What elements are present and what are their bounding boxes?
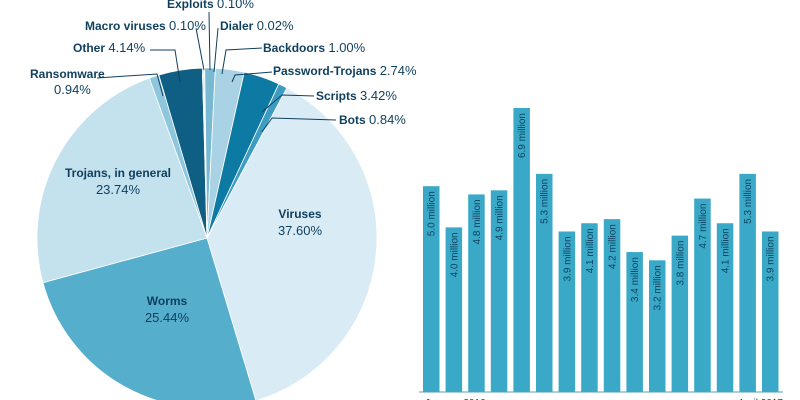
bar-month-8 xyxy=(581,223,598,392)
bar-month-9 xyxy=(603,219,621,392)
bar-month-5 xyxy=(513,108,530,392)
bar-month-2 xyxy=(445,227,463,392)
pie-label-viruses: Viruses xyxy=(278,207,321,221)
pie-label-name-bots: Bots xyxy=(339,113,369,127)
bar-value-label-3: 4.8 million xyxy=(472,199,483,244)
pie-slice-trojans-in-general xyxy=(36,77,208,284)
leader-line-other xyxy=(150,49,181,83)
pie-value-worms: 25.44% xyxy=(145,310,190,325)
bar-value-label-10: 3.4 million xyxy=(630,257,641,302)
pie-slice-bots xyxy=(206,83,288,239)
bar-value-label-7: 3.9 million xyxy=(562,236,573,281)
bar-month-3 xyxy=(468,194,485,392)
pie-value-other: 4.14% xyxy=(108,40,145,55)
pie-label-name-backdoors: Backdoors xyxy=(263,41,328,55)
pie-label-name-scripts: Scripts xyxy=(316,89,360,103)
bar-value-label-12: 3.8 million xyxy=(675,241,686,286)
bar-value-label-11: 3.2 million xyxy=(653,265,664,310)
bar-month-1 xyxy=(423,186,440,392)
pie-value-viruses: 37.60% xyxy=(278,223,323,238)
pie-label-name-exploits: Exploits xyxy=(167,0,217,11)
pie-value-scripts: 3.42% xyxy=(360,88,397,103)
bar-value-label-4: 4.9 million xyxy=(495,195,506,240)
leader-line-scripts xyxy=(261,94,315,113)
pie-label-dialer: Dialer 0.02% xyxy=(220,18,294,33)
pie-value-macro-viruses: 0.10% xyxy=(169,18,206,33)
pie-label-worms: Worms xyxy=(147,294,188,308)
pie-label-bots: Bots 0.84% xyxy=(339,112,406,127)
pie-label-password-trojans: Password-Trojans 2.74% xyxy=(273,63,417,78)
leader-line-ransomware xyxy=(96,73,164,97)
pie-value-trojans-in-general: 23.74% xyxy=(96,182,141,197)
pie-label-exploits: Exploits 0.10% xyxy=(167,0,254,11)
bar-value-label-16: 3.9 million xyxy=(766,236,777,281)
leader-line-dialer xyxy=(213,27,219,73)
bar-value-label-9: 4.2 million xyxy=(608,224,619,269)
pie-label-trojans-in-general: Trojans, in general xyxy=(65,166,171,180)
pie-slice-viruses xyxy=(206,87,378,400)
malware-type-pie-chart: Viruses 37.60% Worms 25.44% Trojans, in gene… xyxy=(30,0,417,400)
pie-value-exploits: 0.10% xyxy=(217,0,254,11)
bar-month-11 xyxy=(649,260,666,392)
pie-label-name-dialer: Dialer xyxy=(220,19,257,33)
leader-line-password-trojans xyxy=(231,71,273,83)
bar-month-6 xyxy=(536,173,553,392)
pie-label-other: Other 4.14% xyxy=(73,40,146,55)
pie-label-scripts: Scripts 3.42% xyxy=(316,88,397,103)
pie-label-name-password-trojans: Password-Trojans xyxy=(273,64,380,78)
pie-label-backdoors: Backdoors 1.00% xyxy=(263,40,366,55)
x-axis-start-label: January 2016 xyxy=(425,398,486,400)
pie-label-name-other: Other xyxy=(73,41,108,55)
leader-line-bots xyxy=(261,117,337,133)
bar-value-label-14: 4.1 million xyxy=(721,228,732,273)
bar-value-label-13: 4.7 million xyxy=(698,204,709,249)
bar-value-label-15: 5.3 million xyxy=(743,179,754,224)
pie-label-ransomware: Ransomware 0.94% xyxy=(30,67,105,97)
bar-month-13 xyxy=(694,198,711,392)
pie-value-backdoors: 1.00% xyxy=(328,40,365,55)
pie-value-bots: 0.84% xyxy=(369,112,406,127)
pie-label-macro-viruses: Macro viruses 0.10% xyxy=(85,18,206,33)
bar-month-12 xyxy=(671,235,689,392)
pie-label-name-macro-viruses: Macro viruses xyxy=(85,19,169,33)
x-axis-end-label: April 2017 xyxy=(738,398,783,400)
bar-month-16 xyxy=(762,231,779,392)
bar-value-label-2: 4.0 million xyxy=(449,232,460,277)
monthly-malware-bar-chart: 5.0 million 4.0 million 4.8 million 4.9 mil… xyxy=(419,108,783,400)
pie-label-name-ransomware: Ransomware xyxy=(30,67,105,81)
leader-line-exploits xyxy=(208,11,211,71)
bar-month-10 xyxy=(626,252,643,392)
bar-month-4 xyxy=(490,190,508,392)
bar-month-15 xyxy=(739,173,756,392)
pie-value-password-trojans: 2.74% xyxy=(380,63,417,78)
bar-value-label-5: 6.9 million xyxy=(517,113,528,158)
leader-line-macro-viruses xyxy=(195,27,205,71)
bar-month-14 xyxy=(716,223,734,392)
pie-value-dialer: 0.02% xyxy=(257,18,294,33)
bar-value-label-6: 5.3 million xyxy=(540,179,551,224)
bar-value-label-8: 4.1 million xyxy=(585,228,596,273)
bar-value-label-1: 5.0 million xyxy=(427,191,438,236)
leader-line-backdoors xyxy=(221,47,263,75)
pie-slice-worms xyxy=(42,237,257,400)
bar-month-7 xyxy=(558,231,576,392)
pie-value-ransomware: 0.94% xyxy=(54,82,91,97)
